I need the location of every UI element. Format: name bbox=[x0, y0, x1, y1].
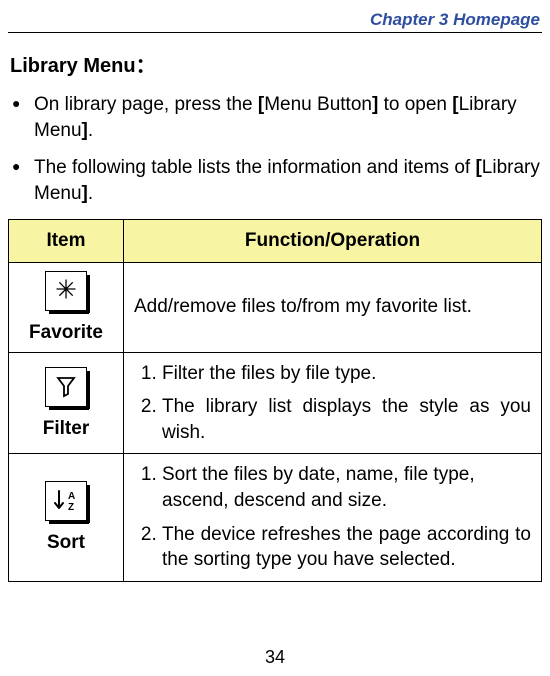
function-cell: Sort the files by date, name, file type,… bbox=[124, 454, 542, 582]
section-title: Library Menu： bbox=[10, 49, 542, 78]
function-list-item: Filter the files by file type. bbox=[162, 361, 531, 387]
table-row: Filter Filter the files by file type. Th… bbox=[9, 352, 542, 454]
section-title-text: Library Menu bbox=[10, 55, 136, 77]
function-cell: Add/remove files to/from my favorite lis… bbox=[124, 262, 542, 352]
function-cell: Filter the files by file type. The libra… bbox=[124, 352, 542, 454]
library-menu-table: Item Function/Operation ✳ Favorite Add/r… bbox=[8, 219, 542, 582]
table-row: A Z Sort Sort the files by date, name, f… bbox=[9, 454, 542, 582]
function-list-item: The library list displays the style as y… bbox=[162, 394, 531, 445]
chapter-header: Chapter 3 Homepage bbox=[8, 10, 540, 30]
section-colon: ： bbox=[136, 55, 156, 77]
function-list-item: Sort the files by date, name, file type,… bbox=[162, 462, 531, 513]
item-label: Sort bbox=[47, 532, 85, 553]
bullet-item: On library page, press the [Menu Button]… bbox=[8, 92, 542, 143]
table-row: ✳ Favorite Add/remove files to/from my f… bbox=[9, 262, 542, 352]
favorite-icon: ✳ bbox=[45, 271, 87, 311]
table-header-item: Item bbox=[9, 219, 124, 262]
header-rule bbox=[8, 32, 542, 33]
svg-text:A: A bbox=[68, 491, 75, 502]
function-list-item: The device refreshes the page according … bbox=[162, 522, 531, 573]
svg-text:Z: Z bbox=[68, 502, 74, 513]
function-text: Add/remove files to/from my favorite lis… bbox=[134, 296, 472, 317]
bullet-list: On library page, press the [Menu Button]… bbox=[8, 92, 542, 207]
item-label: Filter bbox=[43, 418, 89, 439]
bullet-item: The following table lists the informatio… bbox=[8, 155, 542, 206]
page-number: 34 bbox=[0, 647, 550, 668]
sort-icon: A Z bbox=[45, 481, 87, 521]
item-label: Favorite bbox=[29, 322, 103, 343]
table-header-func: Function/Operation bbox=[124, 219, 542, 262]
filter-icon bbox=[45, 367, 87, 407]
